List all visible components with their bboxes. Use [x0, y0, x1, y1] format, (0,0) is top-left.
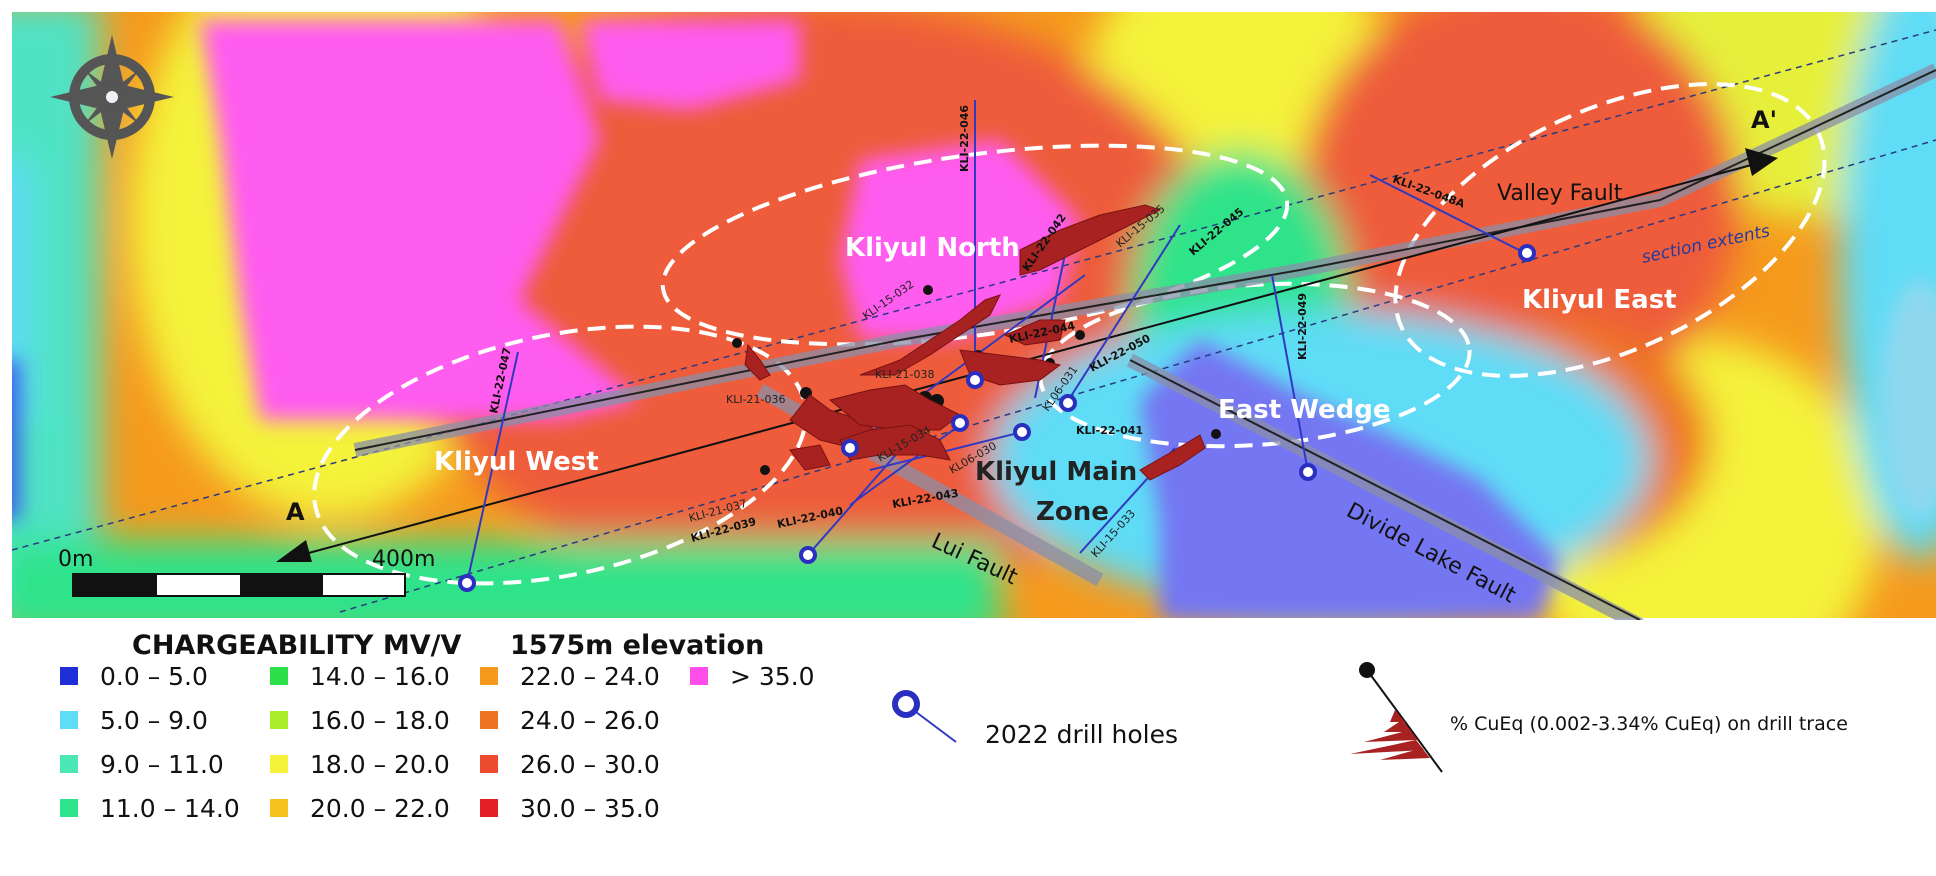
legend-swatch — [60, 711, 78, 729]
legend-class-label: 30.0 – 35.0 — [520, 793, 660, 823]
legend-elevation: 1575m elevation — [510, 630, 765, 661]
legend-class-label: 14.0 – 16.0 — [310, 661, 450, 691]
legend-swatch — [60, 755, 78, 773]
legend-title: CHARGEABILITY MV/V — [132, 630, 462, 661]
section-arrow-end — [1745, 148, 1778, 176]
legend-swatch — [690, 667, 708, 685]
zone-label-north: Kliyul North — [845, 233, 1020, 263]
legend-class-item: > 35.0 — [690, 658, 815, 694]
valley-fault-label: Valley Fault — [1497, 181, 1623, 206]
legend-swatch — [270, 667, 288, 685]
drill-holes-label: 2022 drill holes — [985, 720, 1178, 749]
legend-swatch — [60, 799, 78, 817]
legend-class-label: 26.0 – 30.0 — [520, 749, 660, 779]
legend-class-item: 22.0 – 24.0 — [480, 658, 660, 694]
zone-label-main-2: Zone — [1036, 497, 1109, 527]
section-start-label: A — [286, 498, 305, 526]
compass-rose-icon — [50, 35, 174, 159]
legend-class-item: 20.0 – 22.0 — [270, 790, 450, 826]
chargeability-surface — [12, 12, 1936, 618]
2022-collars — [458, 244, 1536, 592]
legend-class-item: 14.0 – 16.0 — [270, 658, 450, 694]
hole-label-046: KLI-22-046 — [958, 105, 971, 172]
section-arrow-start — [276, 540, 312, 562]
legend-swatch — [270, 799, 288, 817]
cueq-label: % CuEq (0.002-3.34% CuEq) on drill trace — [1450, 713, 1848, 735]
legend-class-label: 5.0 – 9.0 — [100, 705, 208, 735]
legend-class-label: > 35.0 — [730, 661, 815, 691]
hole-label-038: KLI-21-038 — [875, 368, 935, 381]
legend-class-label: 22.0 – 24.0 — [520, 661, 660, 691]
legend-class-label: 18.0 – 20.0 — [310, 749, 450, 779]
cueq-trace-symbol-icon — [1350, 662, 1443, 773]
legend-class-item: 9.0 – 11.0 — [60, 746, 224, 782]
scale-end-label: 400m — [372, 547, 435, 572]
section-extent-lines — [11, 29, 1936, 613]
section-end-label: A' — [1751, 106, 1777, 134]
legend-class-item: 11.0 – 14.0 — [60, 790, 240, 826]
legend-class-item: 16.0 – 18.0 — [270, 702, 450, 738]
zone-label-west: Kliyul West — [434, 447, 599, 477]
legend-class-item: 24.0 – 26.0 — [480, 702, 660, 738]
legend-class-label: 20.0 – 22.0 — [310, 793, 450, 823]
legend-class-item: 5.0 – 9.0 — [60, 702, 208, 738]
legend-class-label: 0.0 – 5.0 — [100, 661, 208, 691]
cueq-traces — [744, 204, 1206, 481]
legend-class-label: 11.0 – 14.0 — [100, 793, 240, 823]
legend-class-label: 24.0 – 26.0 — [520, 705, 660, 735]
scale-start-label: 0m — [58, 547, 93, 572]
zone-label-main-1: Kliyul Main — [975, 457, 1137, 487]
hole-label-036: KLI-21-036 — [726, 393, 786, 406]
legend-class-item: 26.0 – 30.0 — [480, 746, 660, 782]
legend-class-label: 16.0 – 18.0 — [310, 705, 450, 735]
legend-class-label: 9.0 – 11.0 — [100, 749, 224, 779]
legend-swatch — [270, 711, 288, 729]
zone-label-east-wedge: East Wedge — [1218, 395, 1391, 425]
legend-swatch — [270, 755, 288, 773]
legend-swatch — [60, 667, 78, 685]
hole-label-049: KLI-22-049 — [1296, 293, 1309, 360]
legend-swatch — [480, 755, 498, 773]
chargeability-map: 0m 400m Kliyul West Kliyul North East We… — [11, 12, 1936, 620]
zone-label-east: Kliyul East — [1522, 285, 1677, 315]
legend-class-item: 30.0 – 35.0 — [480, 790, 660, 826]
drill-hole-symbol-icon — [892, 690, 957, 743]
legend-class-item: 0.0 – 5.0 — [60, 658, 208, 694]
scale-bar: 0m 400m — [58, 547, 435, 597]
legend-swatch — [480, 667, 498, 685]
legend-swatch — [480, 711, 498, 729]
map-legend: CHARGEABILITY MV/V 1575m elevation 0.0 –… — [0, 620, 1936, 876]
hole-label-041: KLI-22-041 — [1076, 424, 1143, 437]
legend-class-item: 18.0 – 20.0 — [270, 746, 450, 782]
legend-swatch — [480, 799, 498, 817]
